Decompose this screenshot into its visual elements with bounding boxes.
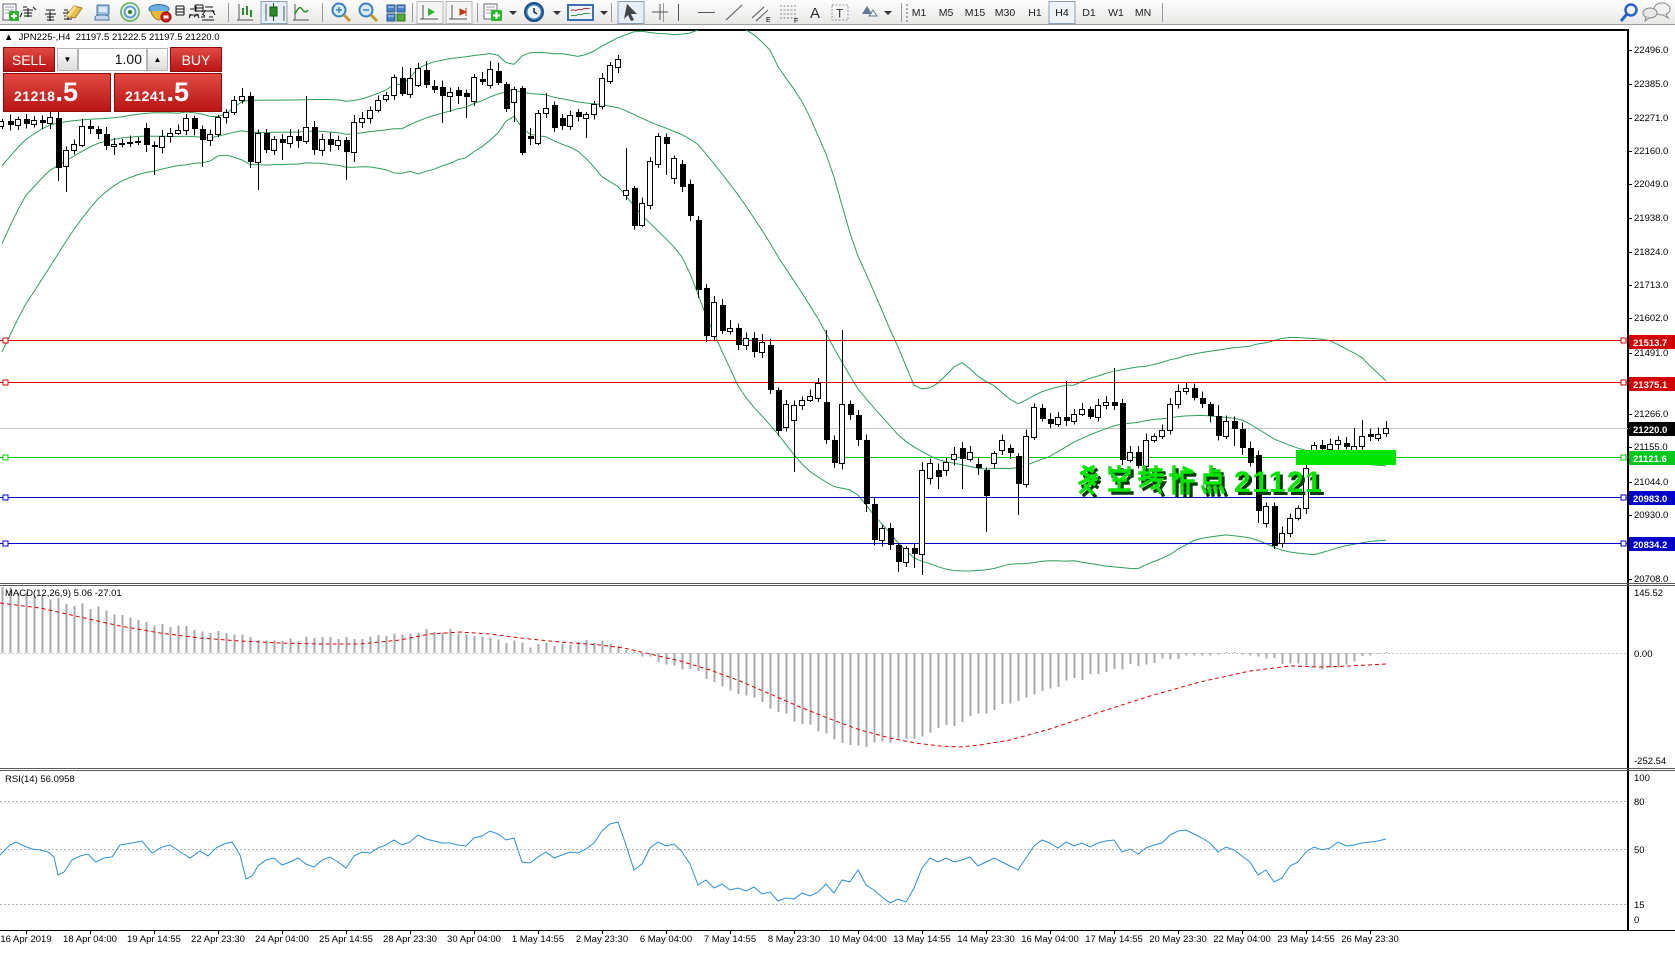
svg-text:20983.0: 20983.0	[1633, 494, 1667, 505]
svg-text:-252.54: -252.54	[1634, 756, 1666, 767]
svg-text:RSI(14) 56.0958: RSI(14) 56.0958	[5, 774, 75, 785]
svg-text:19 Apr 14:55: 19 Apr 14:55	[127, 934, 181, 945]
svg-text:14 May 23:30: 14 May 23:30	[957, 934, 1015, 945]
svg-text:22385.0: 22385.0	[1634, 79, 1668, 90]
svg-text:26 May 23:30: 26 May 23:30	[1341, 934, 1399, 945]
svg-text:W1: W1	[1108, 7, 1124, 19]
svg-text:100: 100	[1634, 773, 1650, 784]
svg-text:22271.0: 22271.0	[1634, 113, 1668, 124]
svg-text:17 May 14:55: 17 May 14:55	[1085, 934, 1143, 945]
svg-text:21375.1: 21375.1	[1633, 380, 1668, 391]
svg-text:25 Apr 14:55: 25 Apr 14:55	[319, 934, 373, 945]
svg-text:21513.7: 21513.7	[1633, 338, 1667, 349]
svg-text:0: 0	[1634, 915, 1639, 926]
svg-text:23 May 14:55: 23 May 14:55	[1277, 934, 1335, 945]
svg-text:M5: M5	[939, 7, 954, 19]
svg-text:M1: M1	[912, 7, 927, 19]
svg-text:7 May 14:55: 7 May 14:55	[704, 934, 756, 945]
svg-text:28 Apr 23:30: 28 Apr 23:30	[383, 934, 437, 945]
svg-text:1 May 14:55: 1 May 14:55	[512, 934, 564, 945]
svg-text:22160.0: 22160.0	[1634, 146, 1668, 157]
svg-text:8 May 23:30: 8 May 23:30	[768, 934, 820, 945]
svg-text:21824.0: 21824.0	[1634, 247, 1668, 258]
svg-text:F: F	[794, 18, 798, 25]
svg-text:T: T	[836, 7, 844, 21]
svg-text:21121.6: 21121.6	[1633, 454, 1667, 465]
svg-text:15: 15	[1634, 900, 1645, 911]
svg-text:18 Apr 04:00: 18 Apr 04:00	[63, 934, 117, 945]
svg-text:21602.0: 21602.0	[1634, 313, 1668, 324]
svg-text:M15: M15	[965, 7, 986, 19]
svg-text:20708.0: 20708.0	[1634, 574, 1668, 585]
svg-text:A: A	[810, 5, 820, 22]
svg-text:16 Apr 2019: 16 Apr 2019	[0, 934, 51, 945]
svg-text:22496.0: 22496.0	[1634, 45, 1668, 56]
svg-text:D1: D1	[1082, 7, 1096, 19]
svg-text:10 May 04:00: 10 May 04:00	[829, 934, 887, 945]
svg-text:0.00: 0.00	[1634, 649, 1653, 660]
svg-text:MACD(12,26,9) 5.06 -27.01: MACD(12,26,9) 5.06 -27.01	[5, 588, 122, 599]
svg-text:21044.0: 21044.0	[1634, 477, 1668, 488]
svg-text:16 May 04:00: 16 May 04:00	[1021, 934, 1079, 945]
svg-text:80: 80	[1634, 797, 1645, 808]
svg-text:20834.2: 20834.2	[1633, 540, 1667, 551]
svg-text:24 Apr 04:00: 24 Apr 04:00	[255, 934, 309, 945]
svg-text:20 May 23:30: 20 May 23:30	[1149, 934, 1207, 945]
svg-text:2 May 23:30: 2 May 23:30	[576, 934, 628, 945]
svg-text:13 May 14:55: 13 May 14:55	[893, 934, 951, 945]
svg-text:H1: H1	[1028, 7, 1042, 19]
svg-text:21938.0: 21938.0	[1634, 213, 1668, 224]
svg-text:21121: 21121	[1237, 469, 1326, 502]
svg-text:21121: 21121	[1234, 466, 1323, 499]
svg-text:145.52: 145.52	[1634, 588, 1663, 599]
svg-text:MN: MN	[1135, 7, 1151, 19]
svg-text:6 May 04:00: 6 May 04:00	[640, 934, 692, 945]
svg-text:21266.0: 21266.0	[1634, 409, 1668, 420]
svg-text:21713.0: 21713.0	[1634, 280, 1668, 291]
svg-text:20930.0: 20930.0	[1634, 510, 1668, 521]
svg-text:21155.0: 21155.0	[1634, 442, 1668, 453]
svg-text:H4: H4	[1055, 7, 1069, 19]
svg-text:30 Apr 04:00: 30 Apr 04:00	[447, 934, 501, 945]
svg-text:22049.0: 22049.0	[1634, 179, 1668, 190]
svg-text:M30: M30	[995, 7, 1016, 19]
svg-text:E: E	[766, 17, 771, 24]
svg-text:21220.0: 21220.0	[1633, 425, 1667, 436]
svg-text:22 May 04:00: 22 May 04:00	[1213, 934, 1271, 945]
svg-text:22 Apr 23:30: 22 Apr 23:30	[191, 934, 245, 945]
svg-text:50: 50	[1634, 845, 1645, 856]
svg-text:21491.0: 21491.0	[1634, 348, 1668, 359]
